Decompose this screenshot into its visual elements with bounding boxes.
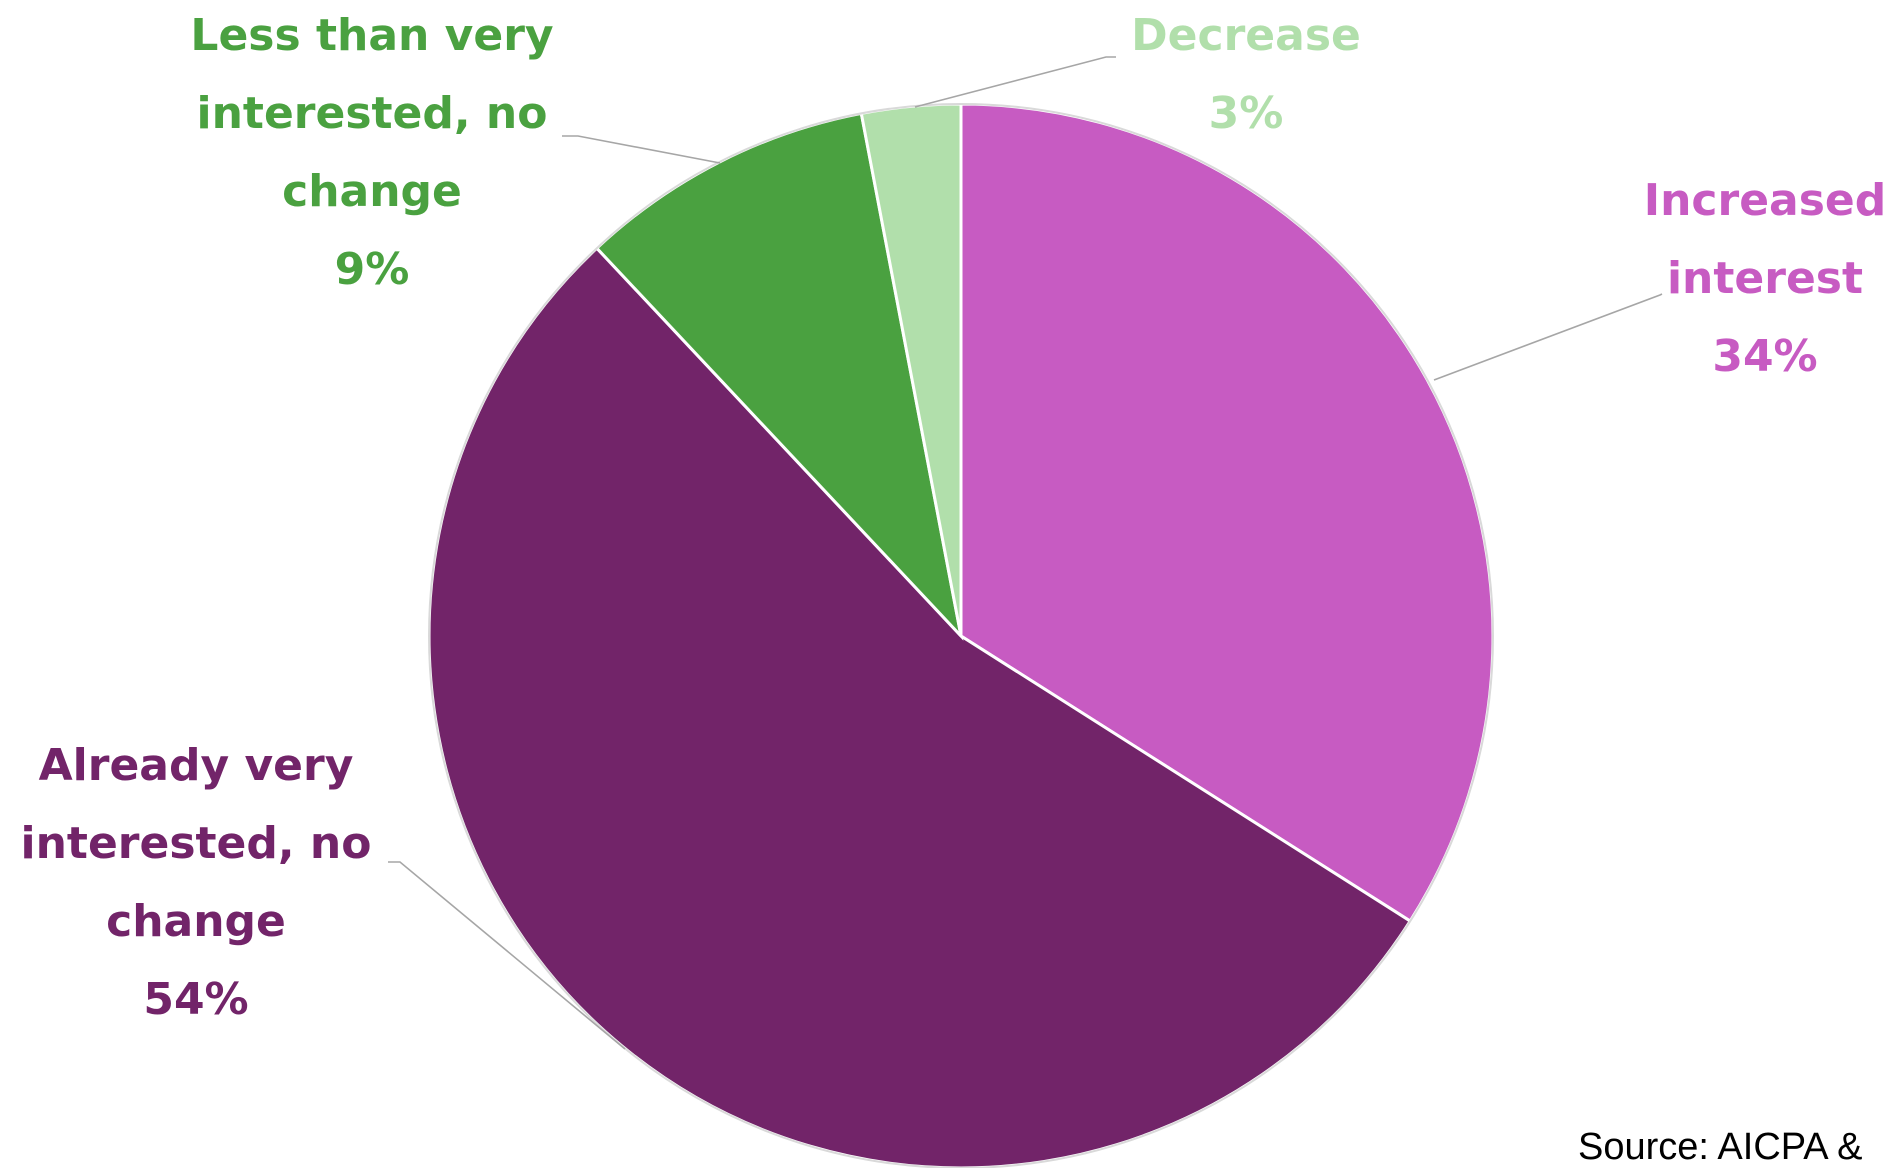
leader-lines-layer [388,56,1663,1050]
data-label-line: Already very [39,740,354,791]
data-label-already-very-interested: Already very interested, no change 54% [21,740,372,1025]
labels-layer: Increased interest 34% Already very interest… [21,10,1887,1025]
data-label-line: Less than very [190,10,553,61]
data-label-line: interested, no [21,818,372,869]
data-label-value: 3% [1209,88,1284,139]
data-label-decrease: Decrease 3% [1131,10,1361,139]
source-note: Source: AICPA & [1578,1126,1863,1168]
pie-rim [428,103,1494,1168]
data-label-value: 9% [335,244,410,295]
data-label-line: interest [1667,253,1863,304]
leader-line-increased-interest [1433,293,1663,381]
leader-line-decrease [914,56,1116,108]
data-label-line: interested, no [197,88,548,139]
data-label-less-than-very-interested: Less than very interested, no change 9% [190,10,553,295]
data-label-value: 34% [1712,331,1817,382]
data-label-line: Increased [1644,175,1887,226]
data-label-line: Decrease [1131,10,1361,61]
data-label-increased-interest: Increased interest 34% [1644,175,1887,382]
data-label-line: change [282,166,462,217]
data-label-value: 54% [143,974,248,1025]
leader-line-already-very-interested [388,861,626,1050]
slices-layer [427,102,1495,1168]
data-label-line: change [106,896,286,947]
leader-line-less-than-very-interested [562,135,721,164]
